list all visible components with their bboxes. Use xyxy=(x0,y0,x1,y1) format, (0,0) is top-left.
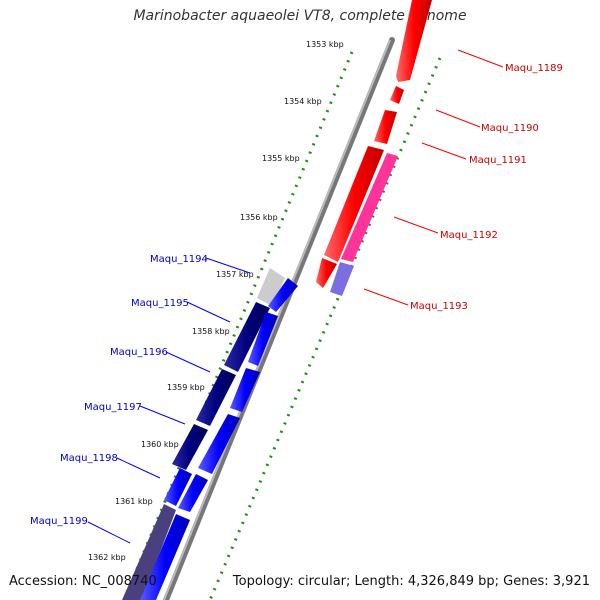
gene-maqu-1198[interactable] xyxy=(164,468,192,506)
gene-label-maqu-1195[interactable]: Maqu_1195 xyxy=(131,298,189,309)
topology-text: Topology: circular; Length: 4,326,849 bp… xyxy=(232,574,590,589)
gene-arrow-3[interactable] xyxy=(230,368,260,412)
gene-arrow-4[interactable] xyxy=(198,414,240,474)
gene-maqu-1199[interactable] xyxy=(122,504,176,600)
gene-label-maqu-1191[interactable]: Maqu_1191 xyxy=(469,155,527,166)
tick-label: 1355 kbp xyxy=(262,154,300,163)
gene-maqu-1193-lavender[interactable] xyxy=(330,262,354,296)
leader-line xyxy=(421,142,467,160)
backbone-outer xyxy=(163,37,395,600)
gene-label-maqu-1192[interactable]: Maqu_1192 xyxy=(440,230,498,241)
gene-arrow-2[interactable] xyxy=(248,312,278,366)
backbone-highlight xyxy=(163,39,391,600)
reverse-strand-genes xyxy=(122,268,298,600)
tick-label: 1354 kbp xyxy=(284,97,322,106)
leader-line xyxy=(186,301,231,323)
gene-arrow-1[interactable] xyxy=(268,278,298,312)
gene-maqu-1189[interactable] xyxy=(396,0,432,82)
map-title: Marinobacter aquaeolei VT8, complete gen… xyxy=(133,8,467,24)
tick-label: 1361 kbp xyxy=(115,497,153,506)
accession-text: Accession: NC_008740 xyxy=(9,574,157,589)
tick-label: 1356 kbp xyxy=(240,213,278,222)
leader-line xyxy=(165,351,211,373)
gene-label-maqu-1193[interactable]: Maqu_1193 xyxy=(410,301,468,312)
leader-line xyxy=(457,49,504,68)
tick-label: 1357 kbp xyxy=(216,270,254,279)
forward-strand-genes xyxy=(316,0,432,296)
tick-label: 1353 kbp xyxy=(306,40,344,49)
gene-maqu-1190[interactable] xyxy=(390,86,404,104)
leader-line xyxy=(139,405,186,425)
gene-maqu-1192-pink[interactable] xyxy=(341,153,398,262)
leader-line xyxy=(363,288,409,306)
gene-maqu-1192[interactable] xyxy=(324,146,384,262)
gene-arrow-6[interactable] xyxy=(140,514,190,600)
gene-label-maqu-1196[interactable]: Maqu_1196 xyxy=(110,347,168,358)
gene-arrow-5[interactable] xyxy=(178,474,208,512)
gene-label-maqu-1189[interactable]: Maqu_1189 xyxy=(505,63,563,74)
leader-line xyxy=(393,216,439,234)
gene-maqu-1191[interactable] xyxy=(374,110,397,144)
gene-label-maqu-1197[interactable]: Maqu_1197 xyxy=(84,402,142,413)
gene-label-maqu-1199[interactable]: Maqu_1199 xyxy=(30,516,88,527)
tick-labels: 1353 kbp 1354 kbp 1355 kbp 1356 kbp 1357… xyxy=(88,40,344,562)
forward-gene-labels: Maqu_1189 Maqu_1190 Maqu_1191 Maqu_1192 … xyxy=(363,49,563,312)
gene-maqu-1193[interactable] xyxy=(316,258,337,288)
backbone xyxy=(163,37,395,600)
gene-maqu-1195[interactable] xyxy=(224,302,270,372)
tick-label: 1359 kbp xyxy=(167,383,205,392)
gene-maqu-1196[interactable] xyxy=(196,369,236,426)
leader-line xyxy=(205,257,251,274)
reverse-gene-labels: Maqu_1194 Maqu_1195 Maqu_1196 Maqu_1197 … xyxy=(30,254,251,544)
tick-label: 1358 kbp xyxy=(192,327,230,336)
gene-maqu-1197[interactable] xyxy=(172,424,208,470)
tick-label: 1362 kbp xyxy=(88,553,126,562)
gene-label-maqu-1190[interactable]: Maqu_1190 xyxy=(481,123,539,134)
leader-line xyxy=(435,109,481,128)
leader-line xyxy=(87,521,131,544)
gene-label-maqu-1194[interactable]: Maqu_1194 xyxy=(150,254,208,265)
leader-line xyxy=(116,457,161,479)
tick-label: 1360 kbp xyxy=(141,440,179,449)
gene-maqu-1194[interactable] xyxy=(257,268,285,306)
gene-label-maqu-1198[interactable]: Maqu_1198 xyxy=(60,453,118,464)
